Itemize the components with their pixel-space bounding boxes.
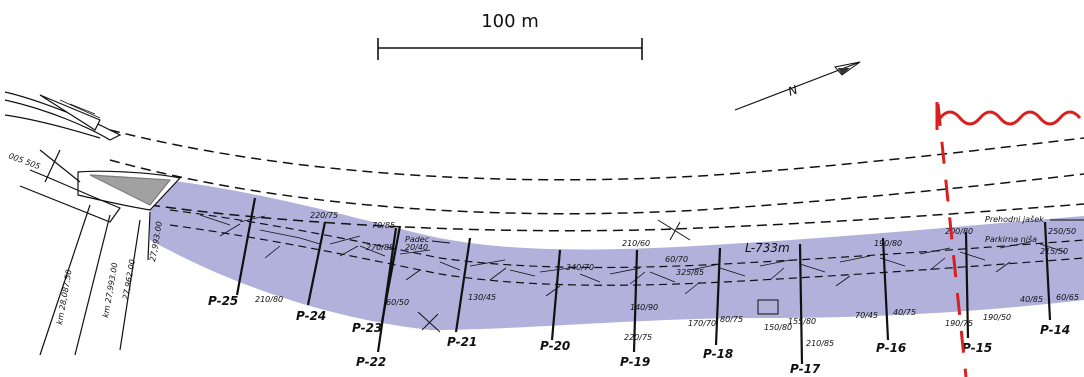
profile-p22: P-22 [356, 355, 386, 369]
stationing [39, 204, 151, 356]
orient-24: 40/85 [1020, 295, 1043, 304]
north-arrow-icon: N [734, 61, 861, 111]
orient-20: 40/75 [893, 308, 916, 317]
profile-p18: P-18 [703, 347, 733, 361]
north-label: N [786, 83, 799, 99]
profile-p25: P-25 [208, 294, 238, 308]
orient-21: 200/80 [945, 227, 973, 236]
orient-2: 70/85 [372, 221, 395, 230]
profile-p15: P-15 [962, 341, 992, 355]
profile-p19: P-19 [620, 355, 650, 369]
fault-line [936, 103, 968, 377]
portal-upper [4, 91, 122, 141]
orient-10: 325/85 [676, 268, 704, 277]
profile-p14: P-14 [1040, 323, 1070, 337]
parkirna-label: Parkirna niša [985, 234, 1037, 244]
tunnel-length: L-733m [745, 241, 790, 255]
cross-markers [417, 219, 691, 333]
prehodni-label: Prehodni jašek [985, 214, 1044, 224]
station-28087: km 28,087.50 [55, 269, 74, 325]
orient-22: 190/75 [945, 319, 973, 328]
fracture-traces [199, 214, 1066, 315]
orient-9: 60/70 [665, 255, 688, 264]
orient-12: 220/75 [624, 333, 652, 342]
profile-p24: P-24 [296, 309, 326, 323]
orient-4: 20/40 [405, 243, 428, 252]
profile-p17: P-17 [790, 362, 821, 376]
station-27993: km 27,993.00 [101, 262, 120, 318]
orient-13: 170/70 [688, 319, 716, 328]
orient-16: 155/80 [788, 317, 816, 326]
orient-1: 220/75 [310, 211, 338, 220]
scale-bar: 100 m [377, 11, 643, 60]
profile-p21: P-21 [447, 335, 477, 349]
orient-27: 215/50 [1040, 247, 1068, 256]
padec-label: Padec [405, 235, 430, 244]
station-005: 005 505 [7, 151, 41, 171]
orient-26: 250/50 [1048, 227, 1076, 236]
profile-p16: P-16 [876, 341, 906, 355]
orient-17: 210/85 [806, 339, 834, 348]
orient-23: 190/50 [983, 313, 1011, 322]
orient-3: 270/85 [366, 243, 394, 252]
padec-arrow-icon [431, 240, 451, 244]
orientation-labels: 210/80 220/75 70/85 270/85 20/40 60/50 1… [255, 211, 1079, 348]
profile-p20: P-20 [540, 339, 570, 353]
scale-bar-label: 100 m [481, 11, 539, 32]
profile-lines [235, 197, 1052, 365]
orient-6: 130/45 [468, 293, 496, 302]
orient-0: 210/80 [255, 295, 283, 304]
orient-7: 210/60 [622, 239, 650, 248]
fault-wave [938, 110, 1082, 126]
orient-19: 70/45 [855, 311, 878, 320]
station-27962: 27,962.00 [121, 259, 137, 301]
orient-8: 340/70 [566, 263, 594, 272]
profile-p23: P-23 [352, 321, 382, 335]
orient-15: 150/80 [764, 323, 792, 332]
orient-25: 60/65 [1056, 293, 1079, 302]
portal-lower [19, 149, 182, 223]
orient-11: 140/90 [630, 303, 658, 312]
orient-14: 80/75 [720, 315, 743, 324]
road-dashes [109, 129, 1084, 232]
orient-18: 190/80 [874, 239, 902, 248]
tunnel-band [150, 178, 1084, 330]
orient-5: 60/50 [386, 298, 409, 307]
